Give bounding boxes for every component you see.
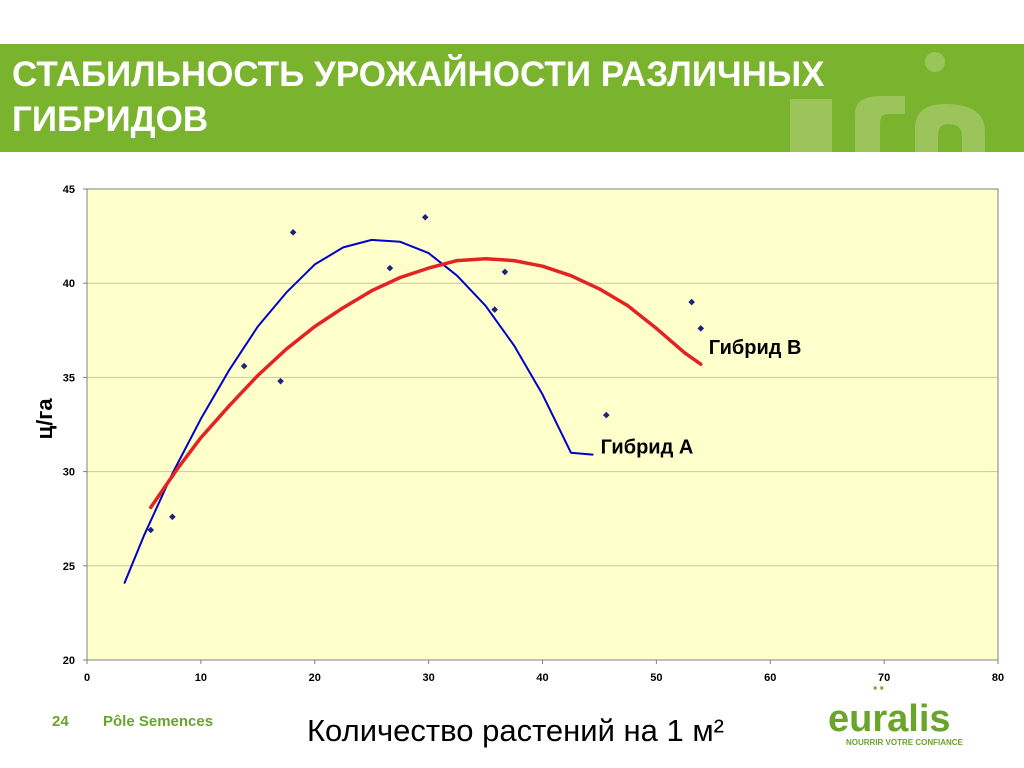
y-axis-label: ц/га	[32, 398, 57, 440]
y-tick-label: 35	[63, 372, 75, 384]
brand-watermark	[790, 52, 985, 152]
slide-title-line1: СТАБИЛЬНОСТЬ УРОЖАЙНОСТИ РАЗЛИЧНЫХ	[12, 55, 825, 94]
logo-tagline: NOURRIR VOTRE CONFIANCE	[846, 738, 963, 747]
x-tick-label: 0	[84, 672, 90, 684]
slide-title: СТАБИЛЬНОСТЬ УРОЖАЙНОСТИ РАЗЛИЧНЫХ ГИБРИ…	[12, 52, 825, 142]
data-point	[147, 526, 155, 534]
logo-wordmark: eur ·· alis	[828, 678, 951, 740]
data-point	[169, 513, 176, 521]
data-point	[602, 411, 610, 419]
data-point	[501, 268, 509, 276]
y-tick-label: 20	[63, 655, 75, 667]
x-tick-label: 80	[992, 672, 1004, 684]
x-tick-label: 40	[536, 672, 548, 684]
x-tick-label: 60	[764, 672, 776, 684]
x-tick-label: 50	[650, 672, 662, 684]
data-point	[491, 306, 498, 313]
data-point	[697, 325, 705, 332]
title-bar: СТАБИЛЬНОСТЬ УРОЖАЙНОСТИ РАЗЛИЧНЫХ ГИБРИ…	[0, 44, 1024, 152]
y-tick-label: 45	[63, 184, 75, 196]
data-point	[240, 362, 248, 370]
x-tick-label: 20	[309, 672, 321, 684]
euralis-logo: eur ·· alis NOURRIR VOTRE CONFIANCE	[828, 679, 988, 750]
data-point	[289, 229, 297, 236]
department-label: Pôle Semences	[103, 713, 214, 730]
yield-stability-chart: 0 10 20 30 40 50 60 70 80 20 25 30 35 40 45 ц/га Гибрид …	[32, 184, 1004, 684]
data-point	[277, 377, 284, 385]
data-point	[688, 298, 695, 306]
series-line	[149, 256, 703, 510]
x-tick-label: 30	[423, 672, 435, 684]
x-tick-label: 10	[195, 672, 207, 684]
page-number: 24	[52, 713, 69, 730]
series-line	[123, 238, 594, 584]
series-label: Гибрид В	[709, 337, 802, 359]
y-tick-label: 30	[63, 467, 75, 479]
y-tick-label: 25	[63, 561, 75, 573]
slide-title-line2: ГИБРИДОВ	[12, 100, 209, 139]
series-label: Гибрид А	[601, 437, 694, 459]
plot-area	[87, 189, 998, 660]
x-tick-label: 70	[878, 672, 890, 684]
x-axis-caption: Количество растений на 1 м²	[307, 713, 724, 748]
y-tick-label: 40	[63, 278, 75, 290]
